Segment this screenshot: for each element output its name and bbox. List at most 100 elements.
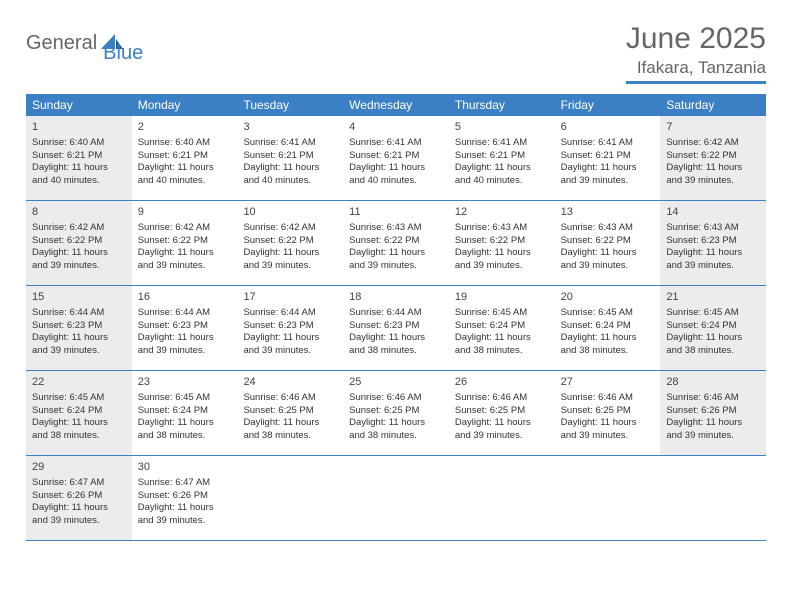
day-number: 19 (455, 290, 549, 305)
sunset-text: Sunset: 6:26 PM (666, 405, 760, 418)
sunrise-text: Sunrise: 6:46 AM (455, 392, 549, 405)
calendar-day-cell: 20Sunrise: 6:45 AMSunset: 6:24 PMDayligh… (555, 286, 661, 370)
daylight-text: Daylight: 11 hours and 39 minutes. (561, 247, 655, 273)
sunrise-text: Sunrise: 6:43 AM (349, 222, 443, 235)
sunset-text: Sunset: 6:22 PM (32, 235, 126, 248)
day-number: 23 (138, 375, 232, 390)
day-number: 29 (32, 460, 126, 475)
sunset-text: Sunset: 6:21 PM (561, 150, 655, 163)
calendar-week-row: 8Sunrise: 6:42 AMSunset: 6:22 PMDaylight… (26, 201, 766, 286)
day-number: 15 (32, 290, 126, 305)
calendar-day-empty (237, 456, 343, 540)
title-block: June 2025 Ifakara, Tanzania (626, 22, 766, 84)
daylight-text: Daylight: 11 hours and 38 minutes. (349, 417, 443, 443)
daylight-text: Daylight: 11 hours and 40 minutes. (243, 162, 337, 188)
sunrise-text: Sunrise: 6:41 AM (455, 137, 549, 150)
sunrise-text: Sunrise: 6:43 AM (666, 222, 760, 235)
sunrise-text: Sunrise: 6:44 AM (243, 307, 337, 320)
daylight-text: Daylight: 11 hours and 39 minutes. (455, 247, 549, 273)
daylight-text: Daylight: 11 hours and 38 minutes. (666, 332, 760, 358)
day-number: 8 (32, 205, 126, 220)
calendar-day-cell: 13Sunrise: 6:43 AMSunset: 6:22 PMDayligh… (555, 201, 661, 285)
sunset-text: Sunset: 6:22 PM (349, 235, 443, 248)
sunset-text: Sunset: 6:23 PM (32, 320, 126, 333)
logo-text-blue: Blue (103, 42, 143, 65)
weekday-header: Wednesday (343, 94, 449, 116)
daylight-text: Daylight: 11 hours and 39 minutes. (138, 502, 232, 528)
calendar-day-empty (449, 456, 555, 540)
sunrise-text: Sunrise: 6:43 AM (561, 222, 655, 235)
day-number: 22 (32, 375, 126, 390)
sunset-text: Sunset: 6:23 PM (666, 235, 760, 248)
logo-text-general: General (26, 32, 97, 55)
calendar-day-cell: 26Sunrise: 6:46 AMSunset: 6:25 PMDayligh… (449, 371, 555, 455)
calendar-week-row: 22Sunrise: 6:45 AMSunset: 6:24 PMDayligh… (26, 371, 766, 456)
calendar-week-row: 15 Sunrise: 6:44 AM Sunset: 6:23 PM Dayligh… (26, 286, 766, 371)
sunset-text: Sunset: 6:21 PM (32, 150, 126, 163)
sunset-text: Sunset: 6:22 PM (561, 235, 655, 248)
daylight-text: Daylight: 11 hours and 38 minutes. (455, 332, 549, 358)
calendar-day-cell: 15Sunrise: 6:44 AMSunset: 6:23 PMDayligh… (26, 286, 132, 370)
sunrise-text: Sunrise: 6:46 AM (243, 392, 337, 405)
daylight-text: Daylight: 11 hours and 39 minutes. (138, 247, 232, 273)
calendar-week-row: 1Sunrise: 6:40 AMSunset: 6:21 PMDaylight… (26, 116, 766, 201)
day-number: 20 (561, 290, 655, 305)
sunset-text: Sunset: 6:26 PM (138, 490, 232, 503)
calendar-day-empty (660, 456, 766, 540)
daylight-text: Daylight: 11 hours and 39 minutes. (243, 332, 337, 358)
location-label: Ifakara, Tanzania (626, 58, 766, 84)
sunrise-text: Sunrise: 6:47 AM (138, 477, 232, 490)
day-number: 7 (666, 120, 760, 135)
daylight-text: Daylight: 11 hours and 38 minutes. (349, 332, 443, 358)
daylight-text: Daylight: 11 hours and 38 minutes. (561, 332, 655, 358)
daylight-text: Daylight: 11 hours and 39 minutes. (455, 417, 549, 443)
sunrise-text: Sunrise: 6:43 AM (455, 222, 549, 235)
sunset-text: Sunset: 6:25 PM (561, 405, 655, 418)
day-number: 30 (138, 460, 232, 475)
day-number: 18 (349, 290, 443, 305)
calendar-day-cell: 18Sunrise: 6:44 AMSunset: 6:23 PMDayligh… (343, 286, 449, 370)
sunset-text: Sunset: 6:24 PM (666, 320, 760, 333)
day-number: 2 (138, 120, 232, 135)
day-number: 5 (455, 120, 549, 135)
day-number: 3 (243, 120, 337, 135)
sunset-text: Sunset: 6:22 PM (666, 150, 760, 163)
weekday-header: Saturday (660, 94, 766, 116)
day-number: 24 (243, 375, 337, 390)
sunset-text: Sunset: 6:21 PM (138, 150, 232, 163)
sunset-text: Sunset: 6:24 PM (32, 405, 126, 418)
calendar-day-cell: 4Sunrise: 6:41 AMSunset: 6:21 PMDaylight… (343, 116, 449, 200)
calendar-day-cell: 6Sunrise: 6:41 AMSunset: 6:21 PMDaylight… (555, 116, 661, 200)
sunset-text: Sunset: 6:23 PM (138, 320, 232, 333)
day-number: 1 (32, 120, 126, 135)
day-number: 27 (561, 375, 655, 390)
weekday-header: Sunday (26, 94, 132, 116)
header: General Blue June 2025 Ifakara, Tanzania (26, 22, 766, 84)
calendar-day-cell: 14Sunrise: 6:43 AMSunset: 6:23 PMDayligh… (660, 201, 766, 285)
calendar-day-cell: 8Sunrise: 6:42 AMSunset: 6:22 PMDaylight… (26, 201, 132, 285)
calendar-day-cell: 23Sunrise: 6:45 AMSunset: 6:24 PMDayligh… (132, 371, 238, 455)
sunrise-text: Sunrise: 6:40 AM (138, 137, 232, 150)
weekday-header: Thursday (449, 94, 555, 116)
calendar-day-cell: 7Sunrise: 6:42 AMSunset: 6:22 PMDaylight… (660, 116, 766, 200)
calendar-day-cell: 29Sunrise: 6:47 AMSunset: 6:26 PMDayligh… (26, 456, 132, 540)
calendar-day-cell: 5Sunrise: 6:41 AMSunset: 6:21 PMDaylight… (449, 116, 555, 200)
daylight-text: Daylight: 11 hours and 40 minutes. (455, 162, 549, 188)
day-number: 25 (349, 375, 443, 390)
sunrise-text: Sunrise: 6:41 AM (561, 137, 655, 150)
weekday-header: Monday (132, 94, 238, 116)
daylight-text: Daylight: 11 hours and 38 minutes. (138, 417, 232, 443)
daylight-text: Daylight: 11 hours and 38 minutes. (32, 417, 126, 443)
calendar-day-cell: 10Sunrise: 6:42 AMSunset: 6:22 PMDayligh… (237, 201, 343, 285)
calendar-day-cell: 16Sunrise: 6:44 AMSunset: 6:23 PMDayligh… (132, 286, 238, 370)
calendar-day-cell: 11Sunrise: 6:43 AMSunset: 6:22 PMDayligh… (343, 201, 449, 285)
day-number: 17 (243, 290, 337, 305)
day-number: 10 (243, 205, 337, 220)
calendar-day-empty (343, 456, 449, 540)
daylight-text: Daylight: 11 hours and 39 minutes. (243, 247, 337, 273)
daylight-text: Daylight: 11 hours and 40 minutes. (138, 162, 232, 188)
sunrise-text: Sunrise: 6:45 AM (666, 307, 760, 320)
weekday-header: Friday (555, 94, 661, 116)
calendar-day-cell: 28Sunrise: 6:46 AMSunset: 6:26 PMDayligh… (660, 371, 766, 455)
calendar-day-cell: 21Sunrise: 6:45 AMSunset: 6:24 PMDayligh… (660, 286, 766, 370)
